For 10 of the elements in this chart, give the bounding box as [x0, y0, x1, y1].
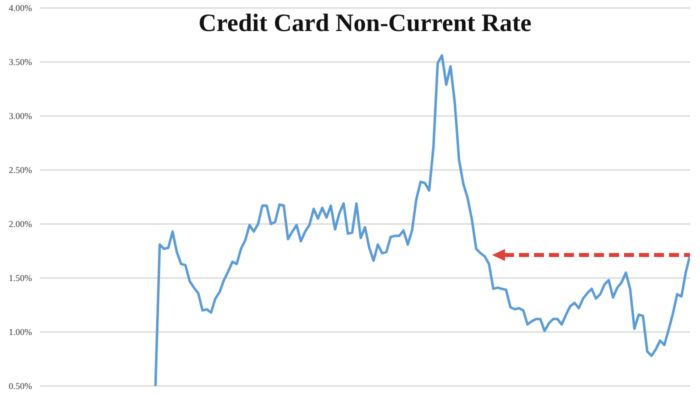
y-tick-label: 4.00%: [8, 3, 32, 14]
y-tick-label: 0.50%: [8, 381, 32, 392]
y-tick-label: 2.00%: [8, 219, 32, 230]
y-tick-label: 1.00%: [8, 327, 32, 338]
y-tick-label: 1.50%: [8, 273, 32, 284]
y-tick-label: 3.50%: [8, 57, 32, 68]
y-tick-label: 3.00%: [8, 111, 32, 122]
chart-title: Credit Card Non-Current Rate: [197, 10, 533, 38]
y-tick-label: 2.50%: [8, 165, 32, 176]
line-series: [154, 54, 690, 386]
